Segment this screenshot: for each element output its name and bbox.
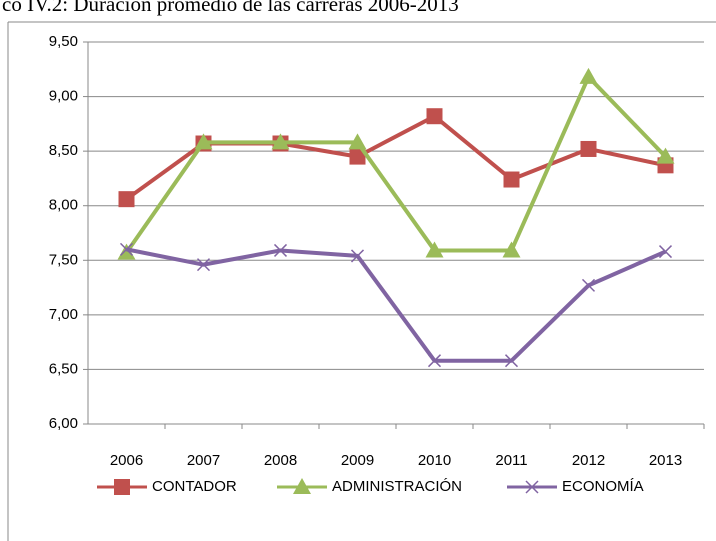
marker (525, 480, 539, 494)
marker (658, 245, 673, 259)
series-line (125, 114, 666, 201)
marker (425, 241, 444, 258)
marker (504, 354, 519, 368)
marker (196, 258, 211, 272)
y-tick-label: 6,50 (49, 360, 78, 377)
chart-title: co IV.2: Duración promedio de las carrer… (2, 0, 459, 16)
marker (271, 133, 290, 150)
marker (348, 133, 367, 150)
marker (117, 243, 136, 260)
marker (656, 147, 675, 164)
series-line (124, 74, 667, 254)
x-tick-label: 2008 (264, 452, 297, 469)
marker (194, 133, 213, 150)
marker (118, 191, 135, 208)
marker (503, 171, 520, 188)
marker (579, 67, 598, 84)
x-tick-label: 2009 (341, 452, 374, 469)
marker (581, 278, 596, 292)
marker (580, 140, 597, 157)
x-tick-label: 2012 (572, 452, 605, 469)
marker (502, 241, 521, 258)
y-tick-label: 8,50 (49, 142, 78, 159)
marker (293, 478, 311, 494)
y-tick-label: 8,00 (49, 197, 78, 214)
marker (427, 354, 442, 368)
legend-label: CONTADOR (152, 478, 237, 495)
title-background (0, 0, 716, 21)
y-tick-label: 7,00 (49, 306, 78, 323)
x-tick-label: 2007 (187, 452, 220, 469)
x-tick-label: 2006 (110, 452, 143, 469)
y-tick-label: 9,50 (49, 33, 78, 50)
x-tick-label: 2010 (418, 452, 451, 469)
marker (273, 243, 288, 257)
x-tick-label: 2013 (649, 452, 682, 469)
y-tick-label: 6,00 (49, 415, 78, 432)
legend-label: ECONOMÍA (562, 478, 644, 495)
marker (349, 148, 366, 165)
y-tick-label: 7,50 (49, 251, 78, 268)
legend-label: ADMINISTRACIÓN (332, 478, 462, 495)
y-tick-label: 9,00 (49, 88, 78, 105)
marker (114, 479, 130, 495)
marker (426, 108, 443, 125)
x-tick-label: 2011 (495, 452, 527, 469)
marker (350, 249, 365, 263)
marker (119, 242, 134, 256)
series-line (126, 247, 667, 363)
